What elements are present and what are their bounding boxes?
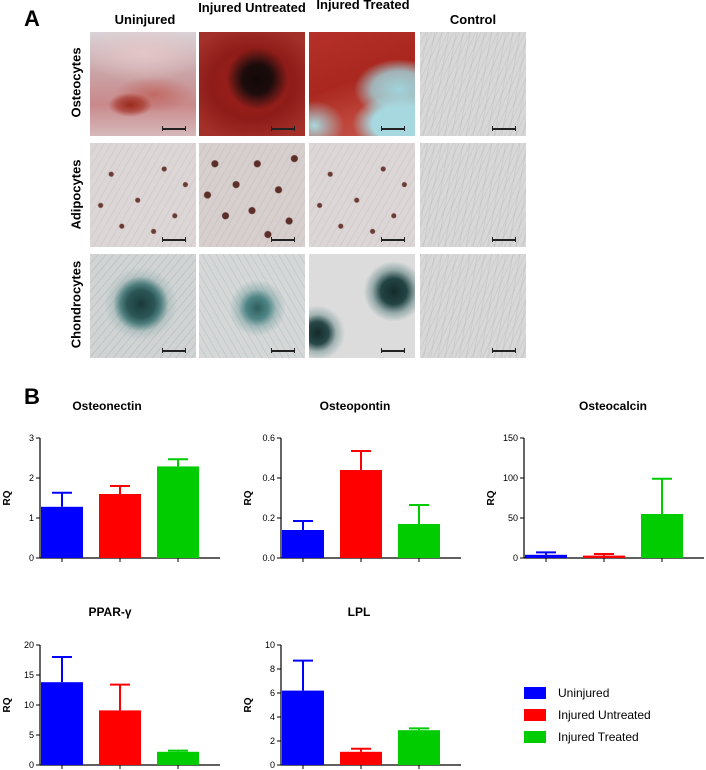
micrograph-osteocytes-injured-untreated	[199, 32, 305, 136]
chart-title-ppar-: PPAR-γ	[88, 605, 131, 619]
y-axis-label-lpl: RQ	[243, 697, 254, 712]
legend-swatch-injured-untreated	[524, 709, 546, 721]
y-tick-label-ppar-: 15	[24, 670, 34, 680]
bar-osteonectin-2	[157, 466, 199, 558]
bar-osteonectin-1	[99, 494, 141, 558]
micrograph-chondrocytes-uninjured	[90, 254, 196, 358]
legend-swatch-injured-treated	[524, 731, 546, 743]
y-tick-label-osteopontin: 0.2	[262, 513, 275, 523]
micrograph-osteocytes-injured-treated	[309, 32, 415, 136]
scale-bar	[381, 237, 405, 242]
y-tick-label-ppar-: 10	[24, 700, 34, 710]
y-tick-label-osteopontin: 0.0	[262, 553, 275, 563]
legend-label-uninjured: Uninjured	[558, 686, 610, 700]
panel-b-letter: B	[24, 384, 40, 409]
y-tick-label-ppar-: 0	[29, 760, 34, 770]
y-tick-label-osteonectin: 0	[29, 553, 34, 563]
y-tick-label-osteonectin: 3	[29, 433, 34, 443]
legend-label-injured-untreated: Injured Untreated	[558, 708, 651, 722]
bar-osteocalcin-1	[583, 555, 625, 558]
scale-bar	[381, 348, 405, 353]
bar-osteopontin-2	[398, 524, 440, 558]
legend-item-injured-untreated: Injured Untreated	[524, 704, 694, 726]
scale-bar	[271, 237, 295, 242]
scale-bar	[162, 237, 186, 242]
legend-item-injured-treated: Injured Treated	[524, 726, 694, 748]
y-tick-label-osteonectin: 1	[29, 513, 34, 523]
legend-item-uninjured: Uninjured	[524, 682, 694, 704]
column-header-injured-treated: Injured Treated	[316, 0, 410, 12]
scale-bar	[271, 126, 295, 131]
scale-bar	[492, 237, 516, 242]
y-tick-label-ppar-: 20	[24, 640, 34, 650]
bar-osteopontin-1	[340, 470, 382, 558]
column-header-injured-untreated: Injured Untreated	[198, 0, 306, 15]
y-tick-label-ppar-: 5	[29, 730, 34, 740]
micrograph-osteocytes-uninjured	[90, 32, 196, 136]
micrograph-adipocytes-injured-treated	[309, 143, 415, 247]
chart-title-osteocalcin: Osteocalcin	[579, 399, 647, 413]
chart-title-osteonectin: Osteonectin	[72, 399, 141, 413]
chart-title-osteopontin: Osteopontin	[320, 399, 391, 413]
bar-ppar--0	[41, 682, 83, 765]
y-tick-label-osteocalcin: 100	[503, 473, 518, 483]
y-tick-label-lpl: 4	[270, 712, 275, 722]
bar-lpl-0	[282, 690, 324, 765]
y-tick-label-osteocalcin: 0	[513, 553, 518, 563]
y-axis-label-osteonectin: RQ	[2, 490, 13, 505]
y-tick-label-osteocalcin: 150	[503, 433, 518, 443]
micrograph-chondrocytes-control	[420, 254, 526, 358]
scale-bar	[492, 126, 516, 131]
chart-title-lpl: LPL	[348, 605, 371, 619]
y-tick-label-lpl: 8	[270, 664, 275, 674]
y-tick-label-osteonectin: 2	[29, 473, 34, 483]
bar-ppar--1	[99, 710, 141, 765]
bar-lpl-2	[398, 730, 440, 765]
micrograph-adipocytes-uninjured	[90, 143, 196, 247]
y-tick-label-lpl: 10	[265, 640, 275, 650]
scale-bar	[381, 126, 405, 131]
scale-bar	[162, 126, 186, 131]
column-header-uninjured: Uninjured	[114, 12, 176, 27]
scale-bar	[162, 348, 186, 353]
bar-osteocalcin-0	[525, 554, 567, 558]
scale-bar	[271, 348, 295, 353]
legend-label-injured-treated: Injured Treated	[558, 730, 639, 744]
panel-a-letter: A	[24, 6, 40, 31]
micrograph-chondrocytes-injured-treated	[309, 254, 415, 358]
micrograph-osteocytes-control	[420, 32, 526, 136]
legend-swatch-uninjured	[524, 687, 546, 699]
column-header-control: Control	[449, 12, 497, 27]
bar-lpl-1	[340, 751, 382, 765]
legend: Uninjured Injured Untreated Injured Trea…	[524, 682, 694, 748]
bar-osteonectin-0	[41, 506, 83, 558]
y-axis-label-osteocalcin: RQ	[486, 490, 497, 505]
bar-osteopontin-0	[282, 530, 324, 558]
micrograph-adipocytes-injured-untreated	[199, 143, 305, 247]
y-tick-label-osteopontin: 0.6	[262, 433, 275, 443]
bar-ppar--2	[157, 751, 199, 765]
scale-bar	[492, 348, 516, 353]
bar-osteocalcin-2	[641, 514, 683, 558]
y-tick-label-osteocalcin: 50	[508, 513, 518, 523]
y-axis-label-osteopontin: RQ	[243, 490, 254, 505]
y-tick-label-lpl: 6	[270, 688, 275, 698]
y-tick-label-lpl: 2	[270, 736, 275, 746]
micrograph-adipocytes-control	[420, 143, 526, 247]
y-tick-label-osteopontin: 0.4	[262, 473, 275, 483]
y-tick-label-lpl: 0	[270, 760, 275, 770]
micrograph-chondrocytes-injured-untreated	[199, 254, 305, 358]
y-axis-label-ppar-: RQ	[2, 697, 13, 712]
